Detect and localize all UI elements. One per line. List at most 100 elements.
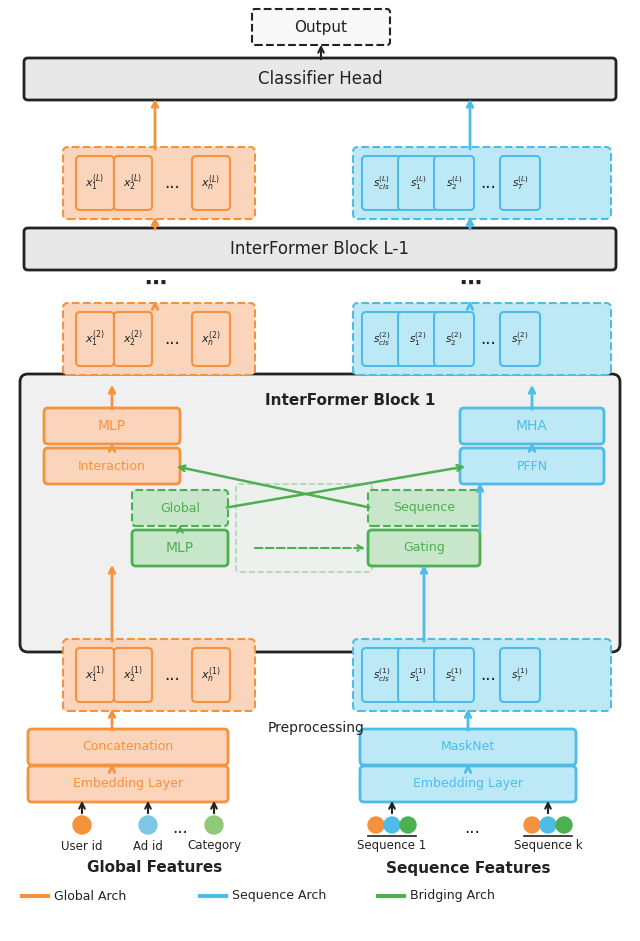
- Text: InterFormer Block 1: InterFormer Block 1: [265, 392, 435, 407]
- Circle shape: [368, 817, 384, 833]
- Text: $x_n^{(1)}$: $x_n^{(1)}$: [201, 665, 221, 685]
- FancyBboxPatch shape: [353, 639, 611, 711]
- FancyBboxPatch shape: [20, 374, 620, 652]
- Text: $x_1^{(L)}$: $x_1^{(L)}$: [86, 172, 104, 194]
- Text: $s_T^{(1)}$: $s_T^{(1)}$: [511, 666, 529, 684]
- Text: $x_n^{(L)}$: $x_n^{(L)}$: [202, 173, 221, 193]
- FancyBboxPatch shape: [500, 312, 540, 366]
- Circle shape: [400, 817, 416, 833]
- Text: Global Arch: Global Arch: [54, 889, 126, 902]
- FancyBboxPatch shape: [192, 312, 230, 366]
- Circle shape: [540, 817, 556, 833]
- Text: $s_T^{(2)}$: $s_T^{(2)}$: [511, 330, 529, 348]
- FancyBboxPatch shape: [353, 303, 611, 375]
- Text: MLP: MLP: [166, 541, 194, 555]
- Text: $s_2^{(L)}$: $s_2^{(L)}$: [445, 174, 463, 192]
- FancyBboxPatch shape: [114, 312, 152, 366]
- FancyBboxPatch shape: [63, 147, 255, 219]
- Text: Classifier Head: Classifier Head: [258, 70, 382, 88]
- FancyBboxPatch shape: [362, 156, 402, 210]
- FancyBboxPatch shape: [28, 729, 228, 765]
- FancyBboxPatch shape: [434, 648, 474, 702]
- FancyBboxPatch shape: [398, 156, 438, 210]
- Text: $s_1^{(2)}$: $s_1^{(2)}$: [409, 330, 427, 348]
- Text: $s_T^{(L)}$: $s_T^{(L)}$: [511, 174, 529, 192]
- FancyBboxPatch shape: [398, 648, 438, 702]
- FancyBboxPatch shape: [398, 312, 438, 366]
- FancyBboxPatch shape: [360, 766, 576, 802]
- Text: $x_n^{(2)}$: $x_n^{(2)}$: [201, 329, 221, 349]
- Text: $s_2^{(2)}$: $s_2^{(2)}$: [445, 330, 463, 348]
- FancyBboxPatch shape: [252, 9, 390, 45]
- Circle shape: [384, 817, 400, 833]
- Text: Bridging Arch: Bridging Arch: [410, 889, 495, 902]
- Text: Global Features: Global Features: [88, 860, 223, 875]
- Text: $x_2^{(1)}$: $x_2^{(1)}$: [123, 664, 143, 685]
- Text: $s_1^{(L)}$: $s_1^{(L)}$: [410, 174, 426, 192]
- Text: Embedding Layer: Embedding Layer: [73, 777, 183, 790]
- FancyBboxPatch shape: [192, 648, 230, 702]
- FancyBboxPatch shape: [368, 530, 480, 566]
- Circle shape: [73, 816, 91, 834]
- Circle shape: [139, 816, 157, 834]
- FancyBboxPatch shape: [76, 156, 114, 210]
- Text: ...: ...: [164, 330, 180, 348]
- FancyBboxPatch shape: [114, 648, 152, 702]
- FancyBboxPatch shape: [44, 408, 180, 444]
- Text: ...: ...: [164, 666, 180, 684]
- Text: Sequence Features: Sequence Features: [386, 860, 550, 875]
- FancyBboxPatch shape: [132, 490, 228, 526]
- Text: Sequence 1: Sequence 1: [357, 839, 427, 853]
- FancyBboxPatch shape: [44, 448, 180, 484]
- FancyBboxPatch shape: [76, 648, 114, 702]
- Text: Global: Global: [160, 502, 200, 515]
- Text: InterFormer Block L-1: InterFormer Block L-1: [230, 240, 410, 258]
- Text: ...: ...: [480, 666, 496, 684]
- FancyBboxPatch shape: [360, 729, 576, 765]
- Text: ⋯: ⋯: [144, 274, 166, 294]
- FancyBboxPatch shape: [28, 766, 228, 802]
- Text: Sequence Arch: Sequence Arch: [232, 889, 326, 902]
- FancyBboxPatch shape: [353, 147, 611, 219]
- Text: MLP: MLP: [98, 419, 126, 433]
- Text: $x_2^{(L)}$: $x_2^{(L)}$: [124, 172, 143, 194]
- FancyBboxPatch shape: [76, 312, 114, 366]
- Text: Concatenation: Concatenation: [83, 741, 173, 754]
- Text: ...: ...: [480, 174, 496, 192]
- FancyBboxPatch shape: [114, 156, 152, 210]
- FancyBboxPatch shape: [24, 228, 616, 270]
- FancyBboxPatch shape: [500, 156, 540, 210]
- Text: $x_1^{(1)}$: $x_1^{(1)}$: [85, 664, 105, 685]
- Text: ...: ...: [172, 819, 188, 837]
- Text: Sequence k: Sequence k: [514, 839, 582, 853]
- Text: ...: ...: [164, 174, 180, 192]
- FancyBboxPatch shape: [434, 312, 474, 366]
- Text: ...: ...: [480, 330, 496, 348]
- FancyBboxPatch shape: [500, 648, 540, 702]
- Text: Preprocessing: Preprocessing: [268, 721, 364, 735]
- Text: $s_1^{(1)}$: $s_1^{(1)}$: [409, 666, 427, 684]
- Text: Output: Output: [294, 20, 348, 35]
- FancyBboxPatch shape: [460, 448, 604, 484]
- Circle shape: [556, 817, 572, 833]
- Text: PFFN: PFFN: [516, 459, 548, 472]
- Text: ⋯: ⋯: [459, 274, 481, 294]
- FancyBboxPatch shape: [24, 58, 616, 100]
- Text: $x_1^{(2)}$: $x_1^{(2)}$: [85, 328, 105, 349]
- Text: MHA: MHA: [516, 419, 548, 433]
- FancyBboxPatch shape: [362, 648, 402, 702]
- Text: ...: ...: [464, 819, 480, 837]
- Text: Sequence: Sequence: [393, 502, 455, 515]
- Text: $s_{cls}^{(L)}$: $s_{cls}^{(L)}$: [374, 174, 390, 192]
- Text: User id: User id: [61, 839, 103, 853]
- FancyBboxPatch shape: [460, 408, 604, 444]
- Text: $s_2^{(1)}$: $s_2^{(1)}$: [445, 666, 463, 684]
- Text: $x_2^{(2)}$: $x_2^{(2)}$: [123, 328, 143, 349]
- Circle shape: [205, 816, 223, 834]
- FancyBboxPatch shape: [63, 639, 255, 711]
- FancyBboxPatch shape: [368, 490, 480, 526]
- FancyBboxPatch shape: [362, 312, 402, 366]
- Text: Embedding Layer: Embedding Layer: [413, 777, 523, 790]
- FancyBboxPatch shape: [236, 484, 372, 572]
- FancyBboxPatch shape: [63, 303, 255, 375]
